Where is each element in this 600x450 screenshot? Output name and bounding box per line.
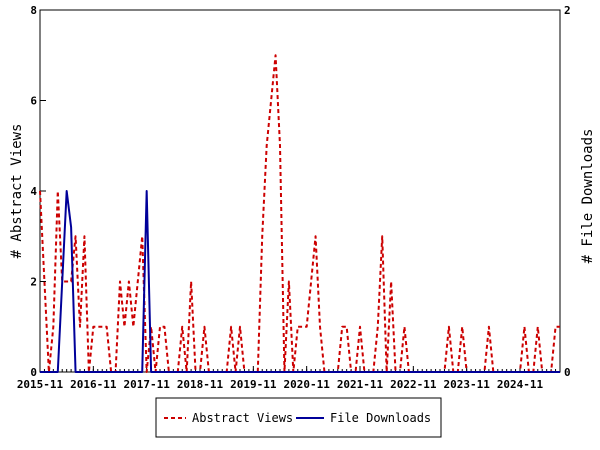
legend-label-abstract-views: Abstract Views xyxy=(192,411,293,425)
x-tick-label: 2017-11 xyxy=(123,378,170,391)
series-line-abstract-views xyxy=(39,54,560,373)
x-tick-label: 2024-11 xyxy=(497,378,544,391)
x-tick-label: 2019-11 xyxy=(230,378,277,391)
left-y-tick-label: 8 xyxy=(30,4,37,17)
left-y-tick-label: 6 xyxy=(30,95,37,108)
legend: Abstract Views File Downloads xyxy=(155,397,442,438)
right-y-tick-label: 2 xyxy=(564,4,571,17)
series-layer xyxy=(39,54,560,373)
plot-area xyxy=(39,9,561,373)
x-tick-label: 2022-11 xyxy=(390,378,437,391)
series-line-file-downloads xyxy=(40,190,560,373)
x-tick-label: 2016-11 xyxy=(70,378,117,391)
legend-label-file-downloads: File Downloads xyxy=(330,411,431,425)
legend-box xyxy=(155,397,442,438)
x-tick-label: 2023-11 xyxy=(443,378,490,391)
x-tick-label: 2020-11 xyxy=(283,378,330,391)
left-y-tick-label: 4 xyxy=(30,185,37,198)
left-y-axis-title: # Abstract Views xyxy=(9,124,25,259)
x-axis-tick-labels: 2015-11 2016-11 2017-11 2018-11 2019-11 2020-… xyxy=(17,366,544,391)
right-y-axis-title: # File Downloads xyxy=(580,129,596,264)
right-y-tick-label: 0 xyxy=(564,366,571,379)
x-tick-label: 2015-11 xyxy=(17,378,64,391)
left-y-tick-label: 2 xyxy=(30,276,37,289)
x-tick-label: 2021-11 xyxy=(337,378,384,391)
left-y-tick-label: 0 xyxy=(30,366,37,379)
x-tick-label: 2018-11 xyxy=(177,378,224,391)
